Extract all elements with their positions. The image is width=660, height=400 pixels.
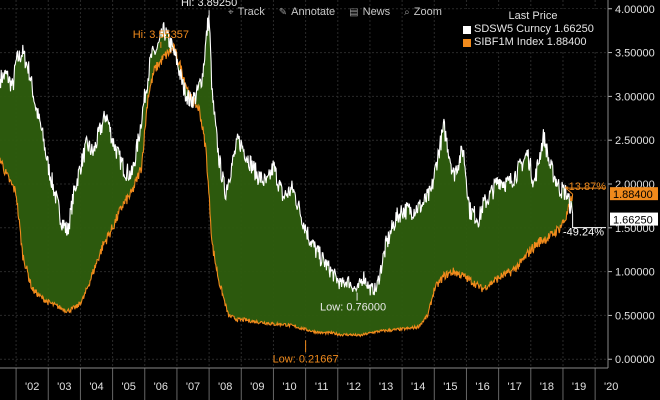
y-tick-label: 2.50000 xyxy=(615,135,655,147)
track-button[interactable]: ⌖ Track xyxy=(228,4,265,20)
x-tick-label: '15 xyxy=(443,381,457,393)
change-label-sibf1m: -13.87% xyxy=(565,181,606,193)
x-tick-label: '04 xyxy=(89,381,103,393)
x-tick-label: '05 xyxy=(122,381,136,393)
x-tick-label: '13 xyxy=(379,381,393,393)
x-tick-label: '08 xyxy=(218,381,232,393)
x-tick-label: '03 xyxy=(57,381,71,393)
change-label-sdsw5: -49.24% xyxy=(563,227,604,239)
y-tick-label: 0.00000 xyxy=(615,354,655,366)
annotations: Hi: 3.89250 Hi: 3.55357 Low: 0.76000 Low: 0… xyxy=(133,0,658,365)
change-connector-white xyxy=(572,213,606,229)
y-tick-label: 1.50000 xyxy=(615,223,655,235)
annotation-label: Low: 0.21667 xyxy=(273,353,339,365)
zoom-button[interactable]: ⌕ Zoom xyxy=(404,4,442,20)
y-tick-label: 0.50000 xyxy=(615,310,655,322)
annotation-label: Hi: 3.55357 xyxy=(133,29,189,41)
y-tick-label: 3.50000 xyxy=(615,48,655,60)
x-tick-label: '18 xyxy=(540,381,554,393)
annotation-label: Hi: 3.89250 xyxy=(181,0,237,9)
legend-title: Last Price xyxy=(508,10,558,22)
legend-item-sibf1m: SIBF1M Index 1.88400 xyxy=(461,36,605,49)
y-tick-label: 1.00000 xyxy=(615,267,655,279)
last-value-tag: 1.88400 xyxy=(613,189,653,201)
magnifier-icon: ⌕ xyxy=(404,6,410,18)
pencil-icon: ✎ xyxy=(278,6,288,18)
x-tick-label: '14 xyxy=(411,381,425,393)
legend-item-sdsw5: SDSW5 Curncy 1.66250 xyxy=(461,23,605,36)
annotation-label: Low: 0.76000 xyxy=(320,302,386,314)
x-tick-label: '16 xyxy=(475,381,489,393)
x-tick-label: '10 xyxy=(282,381,296,393)
x-tick-label: '17 xyxy=(508,381,522,393)
x-tick-label: '19 xyxy=(572,381,586,393)
zoom-label: Zoom xyxy=(413,6,442,18)
legend-swatch-white xyxy=(463,25,471,34)
last-value-tag-bg xyxy=(610,212,658,226)
track-label: Track xyxy=(237,6,265,18)
series-line-sibf1m xyxy=(0,42,574,338)
x-tick-label: '09 xyxy=(250,381,264,393)
legend-value-sibf1m: 1.88400 xyxy=(546,36,587,48)
annotate-label: Annotate xyxy=(291,6,336,18)
x-tick-label: '20 xyxy=(604,381,618,393)
newspaper-icon: ▤ xyxy=(349,6,359,18)
legend-name-sdsw5: SDSW5 Curncy xyxy=(474,23,552,35)
x-tick-label: '06 xyxy=(154,381,168,393)
x-tick-label: '12 xyxy=(347,381,361,393)
legend-value-sdsw5: 1.66250 xyxy=(554,23,594,35)
x-tick-label: '02 xyxy=(25,381,39,393)
legend-name-sibf1m: SIBF1M Index xyxy=(474,36,544,48)
news-label: News xyxy=(362,6,391,18)
crosshair-icon: ⌖ xyxy=(228,6,234,18)
last-value-tag-bg xyxy=(610,187,658,201)
x-tick-label: '11 xyxy=(315,381,329,393)
last-value-tag: 1.66250 xyxy=(613,215,653,227)
chart-toolbar: ⌖ Track ✎ Annotate ▤ News ⌕ Zoom xyxy=(228,4,442,20)
y-tick-label: 3.00000 xyxy=(615,91,655,103)
y-tick-label: 4.00000 xyxy=(615,4,655,16)
annotate-button[interactable]: ✎ Annotate xyxy=(279,4,335,20)
spread-fill-area xyxy=(0,15,573,337)
legend: Last Price SDSW5 Curncy 1.66250 SIBF1M I… xyxy=(461,9,605,52)
change-connector-orange xyxy=(564,187,606,195)
legend-swatch-orange xyxy=(463,38,471,47)
news-button[interactable]: ▤ News xyxy=(349,4,390,20)
series-line-sdsw5 xyxy=(0,15,574,296)
x-tick-label: '07 xyxy=(186,381,200,393)
